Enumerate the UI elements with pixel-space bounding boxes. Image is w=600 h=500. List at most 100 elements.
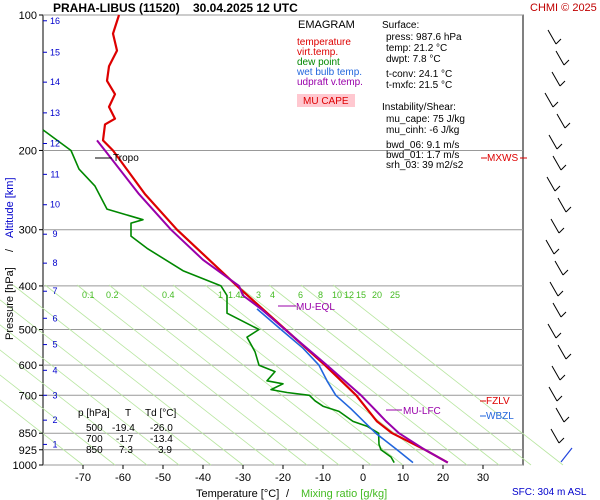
wind-barb [553, 248, 560, 255]
wind-barb [560, 311, 567, 318]
dry-adiabat [140, 284, 372, 466]
legend-item-dew-point: dew point [297, 57, 340, 68]
alt-tick-label: 3 [52, 390, 57, 400]
mixing-ratio-label: 1.4 [228, 290, 241, 300]
legend-title: EMAGRAM [298, 19, 355, 31]
alt-tick-label: 4 [52, 365, 57, 375]
dry-adiabat [268, 284, 500, 466]
x-tick-label: -10 [315, 472, 331, 484]
alt-tick-label: 10 [50, 200, 60, 210]
table-cell: 500 [86, 423, 103, 434]
x-tick-label: 0 [360, 472, 366, 484]
mixing-ratio-label: 4 [270, 290, 275, 300]
y-tick-label: 700 [19, 390, 37, 402]
alt-tick-label: 15 [50, 47, 60, 57]
wind-barb [556, 143, 563, 150]
dry-adiabat [332, 284, 564, 466]
surface-tmxfc: t-mxfc: 21.5 °C [386, 80, 452, 91]
annotation-wbzl: WBZL [486, 411, 514, 422]
wind-barb [546, 176, 556, 192]
station-title: PRAHA-LIBUS (11520) [53, 1, 180, 15]
wind-barb [549, 281, 559, 297]
surface-temp: temp: 21.2 °C [386, 43, 447, 54]
table-cell: 850 [86, 445, 103, 456]
series-dew-point [42, 129, 395, 463]
sfc-label: SFC: 304 m ASL [512, 487, 587, 498]
alt-tick-label: 9 [52, 229, 57, 239]
wind-barb [554, 185, 561, 192]
legend-item-temperature: temperature [297, 37, 351, 48]
x-tick-label: 30 [477, 472, 489, 484]
surface-press: press: 987.6 hPa [386, 32, 462, 43]
mixing-ratio-label: 3 [256, 290, 261, 300]
legend-item-virt-temp: virt.temp. [297, 47, 338, 58]
x-tick-label: -30 [235, 472, 251, 484]
alt-tick-label: 8 [52, 258, 57, 268]
wind-barb [557, 344, 567, 360]
mixing-ratio-label: 25 [390, 290, 400, 300]
annotation-fzlv: FZLV [486, 396, 510, 407]
mixing-ratio-label: 12 [344, 290, 354, 300]
mixing-ratio-layer: 0.1 0.2 0.4 1 1.4 2 3 4 6 8 10 12 15 20 25 [0, 284, 564, 466]
wind-barb [555, 407, 565, 423]
copyright-label: CHMI © 2025 [530, 2, 597, 14]
series-temperature [101, 14, 449, 464]
surface-dwpt: dwpt: 7.8 °C [386, 54, 441, 65]
wind-barb [548, 134, 558, 150]
dry-adiabat [12, 284, 244, 466]
table-cell: 7.3 [119, 445, 133, 456]
x-axis-separator: / [286, 488, 290, 500]
y-tick-label: 850 [19, 428, 37, 440]
x-tick-label: -40 [195, 472, 211, 484]
dry-adiabat [0, 399, 84, 466]
dry-adiabat [76, 284, 308, 466]
y-tick-label: 925 [19, 445, 37, 457]
table-header-t: T [125, 408, 131, 419]
alt-tick-label: 2 [52, 415, 57, 425]
x-tick-label: -50 [155, 472, 171, 484]
table-header-td: Td [°C] [145, 408, 176, 419]
mixing-ratio-label: 0.4 [162, 290, 175, 300]
x-tick-label: -20 [275, 472, 291, 484]
mixing-ratio-label: 6 [298, 290, 303, 300]
dry-adiabat [172, 284, 404, 466]
instability-title: Instability/Shear: [382, 102, 456, 113]
table-cell: -26.0 [150, 423, 173, 434]
alt-tick-label: 12 [50, 139, 60, 149]
y-axis-title: Pressure [hPa] [4, 267, 16, 340]
mucape-label: MU CAPE [303, 96, 349, 107]
annotation-mxws: MXWS [487, 153, 518, 164]
alt-tick-label: 6 [52, 313, 57, 323]
y-tick-label: 400 [19, 281, 37, 293]
mixing-ratio-label: 10 [332, 290, 342, 300]
wind-barb [559, 80, 566, 87]
x-tick-label: 10 [397, 472, 409, 484]
wind-barb [552, 302, 562, 318]
table-cell: -13.4 [150, 434, 173, 445]
x-axis-title-2: Mixing ratio [g/kg] [301, 488, 387, 500]
dry-adiabat [0, 374, 116, 466]
annotation-layer: Tropo MU-EQL MU-LFC FZLV WBZL MXWS [95, 153, 527, 422]
y-axis-separator: / [4, 248, 16, 252]
mucape-badge [297, 94, 355, 107]
wind-barb-surface [560, 447, 573, 463]
mu-cape: mu_cape: 75 J/kg [386, 114, 465, 125]
wind-barb [556, 113, 566, 129]
alt-tick-label: 11 [50, 169, 59, 179]
dry-adiabat [300, 284, 532, 466]
x-axis-title: Temperature [°C] [196, 488, 279, 500]
x-tick-label: -60 [115, 472, 131, 484]
y-tick-label: 200 [19, 145, 37, 157]
legend: EMAGRAM temperature virt.temp. dew point… [296, 19, 363, 107]
wind-barb [550, 218, 560, 234]
legend-item-updraft: udpraft v.temp. [297, 77, 363, 88]
srh-03: srh_03: 39 m2/s2 [386, 160, 464, 171]
y-tick-label: 600 [19, 360, 37, 372]
mixing-ratio-label: 15 [356, 290, 366, 300]
mixing-ratio-label: 0.2 [106, 290, 119, 300]
wind-barb [552, 155, 562, 171]
table-cell: 3.9 [158, 445, 172, 456]
wind-barb [547, 323, 557, 339]
surface-title: Surface: [382, 20, 419, 31]
